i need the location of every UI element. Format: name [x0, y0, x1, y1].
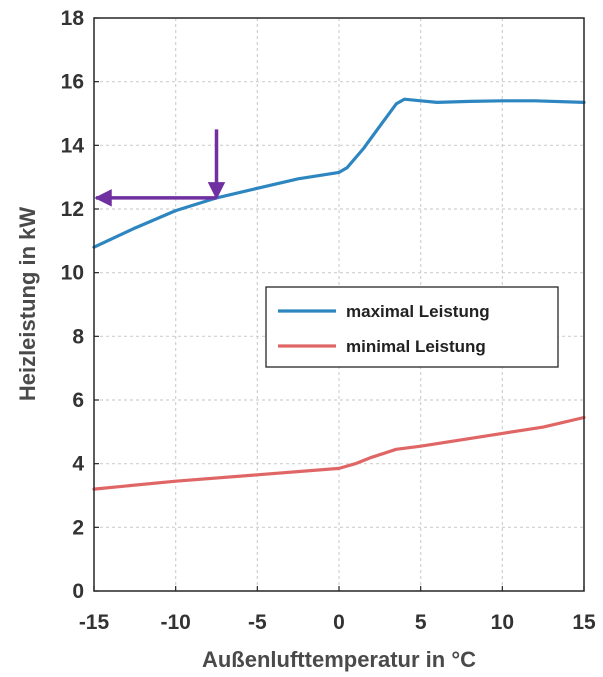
x-tick-label: -15	[79, 611, 110, 634]
annotations	[94, 129, 226, 207]
ticks: -15 -10 -5 0 5 10 15 0 2 4 6 8 10 12 14 16 18	[61, 7, 596, 634]
series-line-maximal	[92, 97, 586, 249]
y-tick-label: 0	[72, 580, 84, 603]
y-axis-label: Heizleistung in kW	[15, 207, 40, 402]
x-tick-label: 15	[572, 611, 596, 634]
x-tick-label: 0	[333, 611, 345, 634]
y-tick-label: 10	[61, 262, 84, 285]
legend: maximal Leistung minimal Leistung	[265, 286, 559, 368]
x-tick-label: 5	[415, 611, 427, 634]
y-tick-label: 16	[61, 71, 84, 94]
x-tick-label: -10	[160, 611, 190, 634]
y-tick-label: 2	[72, 516, 84, 539]
series-group	[92, 97, 586, 491]
y-tick-label: 4	[72, 453, 84, 476]
series-line-minimal	[92, 415, 586, 491]
y-tick-label: 6	[72, 389, 84, 412]
legend-label-minimal: minimal Leistung	[346, 337, 486, 356]
y-tick-label: 18	[61, 7, 85, 30]
y-tick-label: 14	[61, 134, 85, 157]
x-tick-label: -5	[248, 611, 267, 634]
legend-box	[265, 286, 559, 368]
y-tick-label: 12	[61, 198, 84, 221]
legend-label-maximal: maximal Leistung	[346, 302, 490, 321]
x-axis-label: Außenlufttemperatur in °C	[202, 647, 476, 672]
x-tick-label: 10	[491, 611, 514, 634]
y-tick-label: 8	[72, 325, 84, 348]
